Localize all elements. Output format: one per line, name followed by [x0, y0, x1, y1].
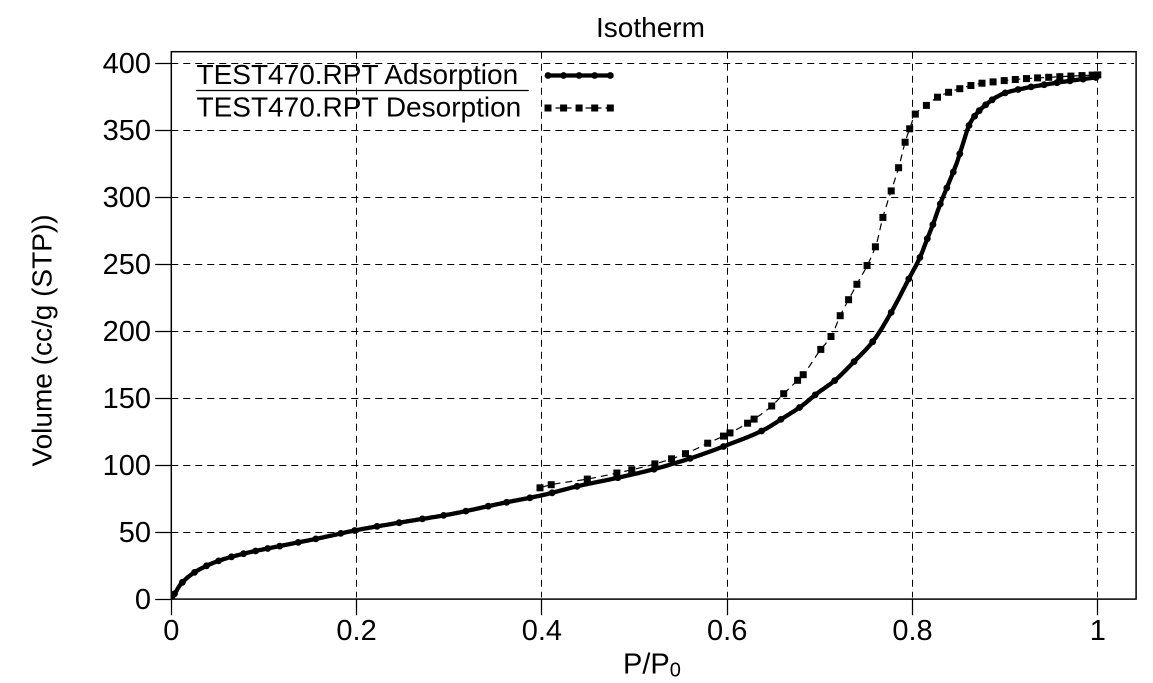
svg-text:0: 0	[135, 584, 151, 616]
svg-text:50: 50	[119, 517, 151, 549]
svg-text:200: 200	[103, 316, 151, 348]
svg-text:300: 300	[103, 182, 151, 214]
svg-text:TEST470.RPT Desorption: TEST470.RPT Desorption	[197, 92, 522, 123]
svg-text:0.2: 0.2	[336, 615, 376, 647]
svg-text:Volume (cc/g (STP)): Volume (cc/g (STP))	[27, 214, 58, 466]
svg-text:350: 350	[103, 115, 151, 147]
svg-text:Isotherm: Isotherm	[596, 12, 705, 43]
svg-text:100: 100	[103, 450, 151, 482]
svg-text:0.4: 0.4	[522, 615, 562, 647]
svg-text:1: 1	[1090, 615, 1106, 647]
svg-text:150: 150	[103, 383, 151, 415]
svg-text:TEST470.RPT Adsorption: TEST470.RPT Adsorption	[197, 59, 519, 90]
svg-text:0: 0	[163, 615, 179, 647]
svg-text:0.6: 0.6	[707, 615, 747, 647]
svg-text:0.8: 0.8	[892, 615, 932, 647]
svg-text:250: 250	[103, 249, 151, 281]
svg-text:400: 400	[103, 48, 151, 80]
